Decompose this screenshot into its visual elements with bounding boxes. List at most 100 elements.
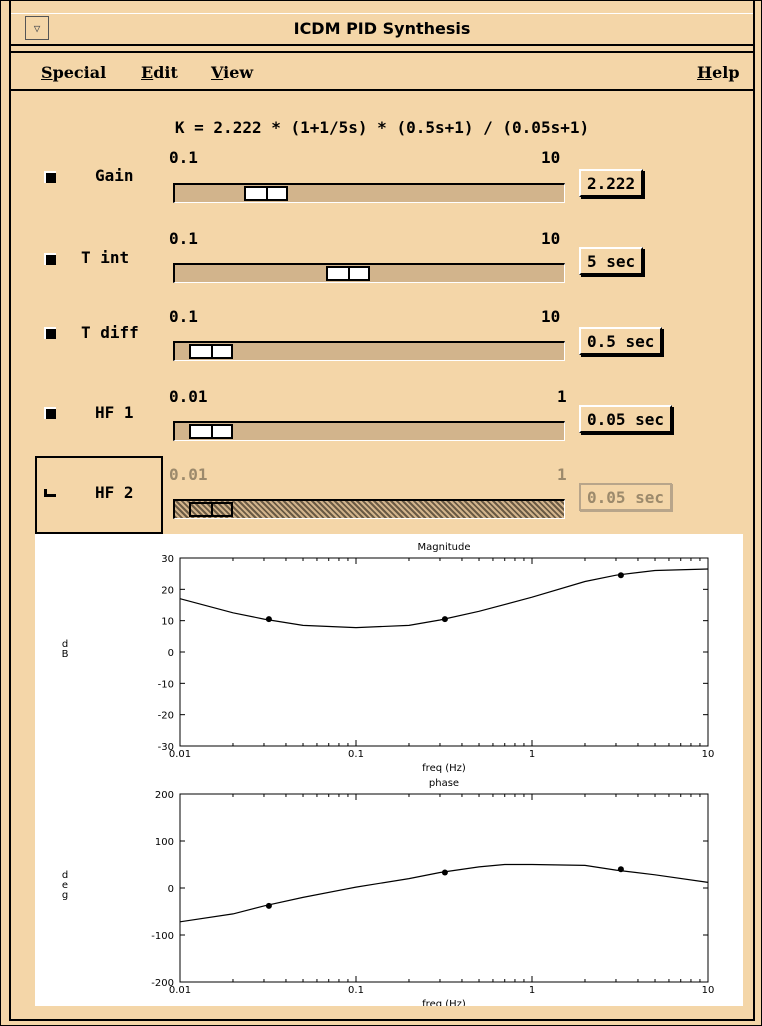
magnitude-series-line — [179, 568, 709, 629]
phase-y-axis-label-char: d — [62, 870, 68, 881]
phase-x-tick-label: 1 — [529, 985, 535, 996]
gain-checkbox[interactable] — [44, 171, 56, 183]
t-int-max-label: 10 — [541, 229, 561, 248]
hf2-checkbox[interactable] — [44, 485, 56, 497]
t-diff-slider-thumb[interactable] — [188, 344, 233, 359]
magnitude-x-axis-label: freq (Hz) — [422, 763, 466, 774]
hf1-slider[interactable] — [173, 421, 565, 441]
magnitude-y-tick-label: 0 — [168, 648, 174, 659]
menu-edit[interactable]: Edit — [141, 63, 178, 82]
phase-y-tick-label: 200 — [155, 790, 174, 801]
menu-bar: Special Edit View Help — [11, 51, 753, 91]
gain-value-button[interactable]: 2.222 — [579, 169, 644, 197]
phase-x-tick-label: 0.01 — [169, 985, 191, 996]
title-bar[interactable]: ▽ ICDM PID Synthesis — [11, 13, 753, 46]
magnitude-plot-title: Magnitude — [418, 542, 471, 553]
window-title: ICDM PID Synthesis — [293, 19, 471, 38]
t-int-min-label: 0.1 — [169, 229, 198, 248]
magnitude-y-tick-label: 20 — [161, 585, 174, 596]
gain-label: Gain — [95, 166, 134, 185]
gain-slider[interactable] — [173, 183, 565, 203]
window-frame-left[interactable] — [9, 1, 11, 1021]
phase-y-tick-label: -100 — [151, 931, 174, 942]
phase-y-axis-label-char: e — [62, 880, 68, 891]
t-diff-slider[interactable] — [173, 341, 565, 361]
menu-help[interactable]: Help — [697, 63, 740, 82]
transfer-function-formula: K = 2.222 * (1+1/5s) * (0.5s+1) / (0.05s… — [174, 118, 590, 137]
hf1-max-label: 1 — [557, 387, 567, 406]
menu-view-label: iew — [223, 63, 254, 82]
magnitude-y-tick-label: -10 — [158, 679, 174, 690]
magnitude-y-axis-label-char: d — [62, 639, 68, 650]
phase-data-point — [441, 869, 448, 876]
t-diff-value-button[interactable]: 0.5 sec — [579, 327, 663, 355]
t-diff-checkbox[interactable] — [44, 327, 56, 339]
magnitude-x-tick-label: 0.01 — [169, 749, 191, 760]
window-menu-button[interactable]: ▽ — [25, 16, 49, 40]
gain-max-label: 10 — [541, 148, 561, 167]
phase-plot-title: phase — [429, 778, 459, 789]
window-frame-right[interactable] — [753, 1, 755, 1021]
t-int-slider-thumb[interactable] — [326, 266, 371, 281]
phase-plot-frame — [179, 793, 709, 983]
magnitude-x-tick-label: 10 — [702, 749, 715, 760]
param-row-t-int: T int 0.1 10 5 sec — [1, 223, 762, 293]
hf1-checkbox[interactable] — [44, 407, 56, 419]
magnitude-y-tick-label: -20 — [158, 711, 174, 722]
window-frame-bottom[interactable] — [9, 1019, 755, 1021]
hf1-min-label: 0.01 — [169, 387, 208, 406]
phase-data-point — [617, 866, 624, 873]
param-row-t-diff: T diff 0.1 10 0.5 sec — [1, 303, 762, 373]
hf2-slider-thumb — [188, 502, 233, 517]
magnitude-y-tick-label: 10 — [161, 617, 174, 628]
magnitude-plot-frame — [179, 557, 709, 747]
magnitude-x-tick-label: 1 — [529, 749, 535, 760]
phase-x-tick-label: 10 — [702, 985, 715, 996]
bode-plot-area: Magnitude 0.01 0.1 1 10 30 20 10 0 -10 -20 -30 freq … — [35, 534, 743, 1010]
t-diff-label: T diff — [81, 323, 139, 342]
menu-edit-mnemonic: E — [141, 63, 154, 82]
param-row-hf1: HF 1 0.01 1 0.05 sec — [1, 383, 762, 453]
magnitude-y-tick-label: -30 — [158, 742, 174, 753]
hf2-label: HF 2 — [95, 483, 134, 502]
param-row-gain: Gain 0.1 10 2.222 — [1, 141, 762, 211]
phase-y-tick-label: 0 — [168, 884, 174, 895]
gain-slider-thumb[interactable] — [243, 186, 288, 201]
magnitude-data-point — [617, 572, 624, 579]
magnitude-y-axis-label-char: B — [62, 649, 69, 660]
magnitude-data-point — [265, 616, 272, 623]
menu-edit-label: dit — [153, 63, 178, 82]
phase-y-axis-label-char: g — [62, 890, 68, 901]
menu-help-label: elp — [712, 63, 740, 82]
t-int-value-button[interactable]: 5 sec — [579, 247, 644, 275]
magnitude-data-point — [441, 616, 448, 623]
phase-y-tick-label: -200 — [151, 978, 174, 989]
t-diff-max-label: 10 — [541, 307, 561, 326]
magnitude-x-tick-label: 0.1 — [348, 749, 364, 760]
menu-special-label: pecial — [52, 63, 107, 82]
phase-y-tick-label: 100 — [155, 837, 174, 848]
triangle-down-icon: ▽ — [33, 21, 41, 35]
menu-view[interactable]: View — [211, 63, 253, 82]
t-int-slider[interactable] — [173, 263, 565, 283]
phase-x-tick-label: 0.1 — [348, 985, 364, 996]
hf1-slider-thumb[interactable] — [188, 424, 233, 439]
hf1-value-button[interactable]: 0.05 sec — [579, 405, 673, 433]
hf1-label: HF 1 — [95, 403, 134, 422]
magnitude-y-tick-label: 30 — [161, 554, 174, 565]
hf2-max-label: 1 — [557, 465, 567, 484]
hf2-slider — [173, 499, 565, 519]
t-int-label: T int — [81, 248, 130, 267]
menu-view-mnemonic: V — [211, 63, 224, 82]
menu-special[interactable]: Special — [41, 63, 106, 82]
gain-min-label: 0.1 — [169, 148, 198, 167]
menu-special-mnemonic: S — [41, 63, 53, 82]
phase-x-axis-label: freq (Hz) — [422, 999, 466, 1006]
t-int-checkbox[interactable] — [44, 253, 56, 265]
t-diff-min-label: 0.1 — [169, 307, 198, 326]
phase-data-point — [265, 902, 272, 909]
param-row-hf2: HF 2 0.01 1 0.05 sec — [1, 463, 762, 533]
hf2-min-label: 0.01 — [169, 465, 208, 484]
